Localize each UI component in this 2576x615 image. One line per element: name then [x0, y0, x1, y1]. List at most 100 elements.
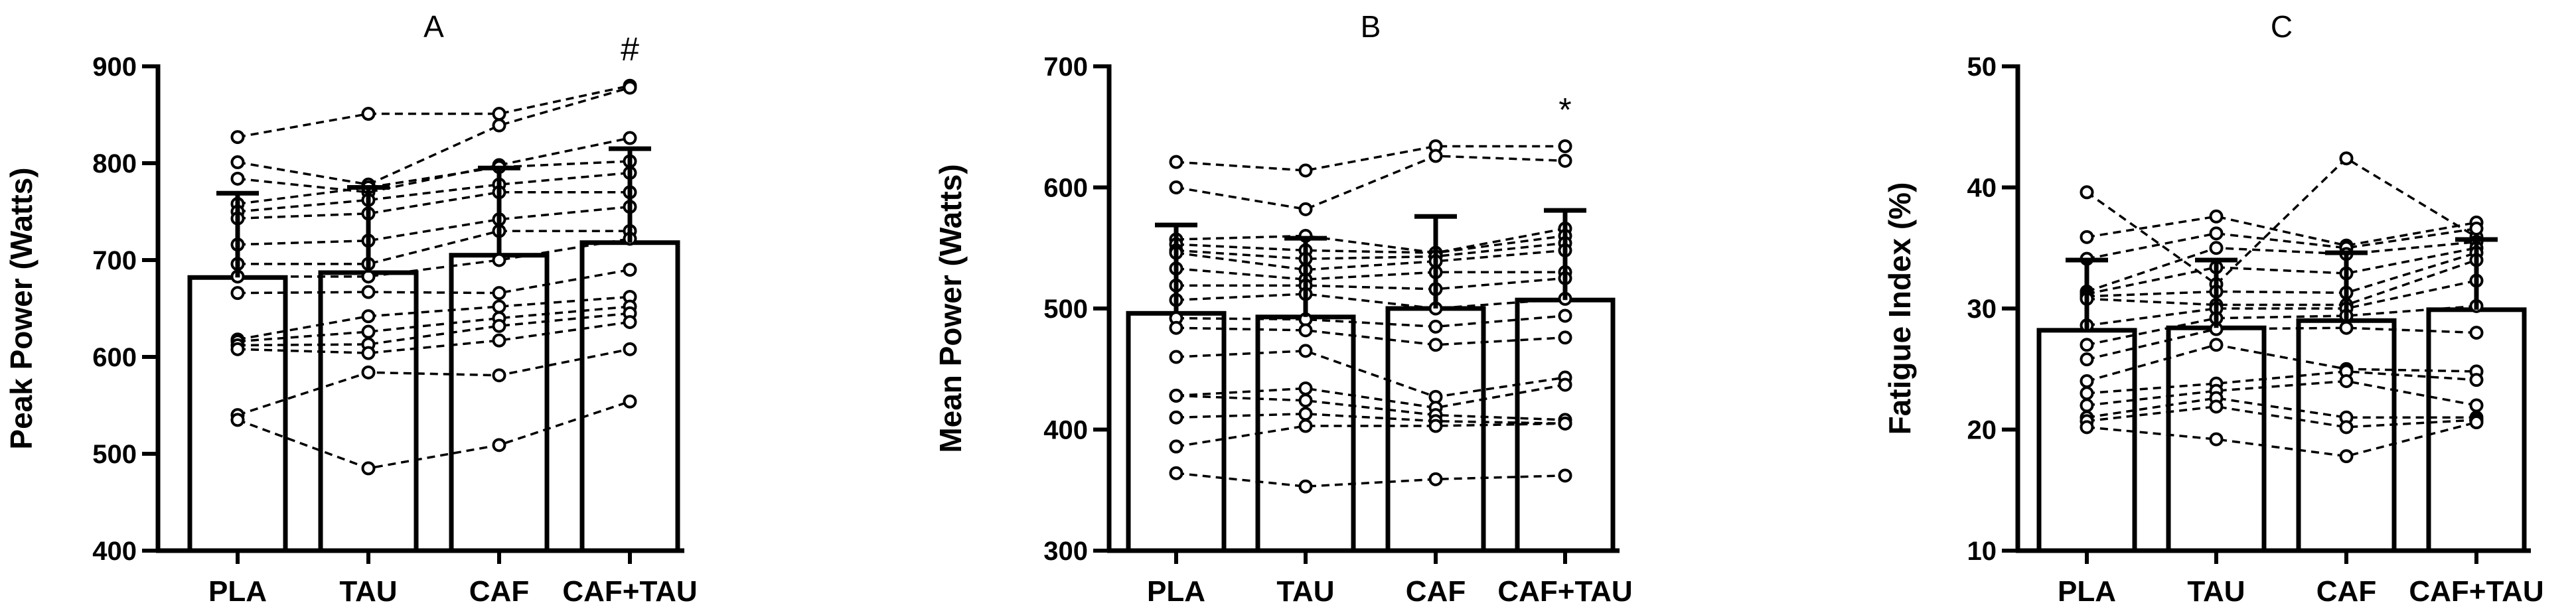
- participant-point: [2339, 420, 2354, 435]
- participant-point: [2080, 386, 2094, 401]
- participant-line: [1175, 249, 1566, 271]
- significance-marker: #: [621, 31, 639, 68]
- error-bar: [1155, 222, 1197, 314]
- participant-point: [1298, 393, 1313, 408]
- y-tick-label: 600: [92, 343, 137, 372]
- participant-point: [2469, 222, 2484, 236]
- x-tick-label: CAF: [1406, 575, 1466, 608]
- participant-point: [361, 346, 376, 360]
- participant-point: [492, 299, 506, 314]
- participant-line: [1175, 326, 1566, 346]
- participant-point: [2209, 338, 2224, 352]
- participant-point: [1428, 319, 1443, 334]
- participant-point: [2209, 226, 2224, 241]
- y-tick-label: 30: [1967, 295, 1997, 324]
- participant-line: [238, 238, 631, 278]
- participant-point: [1558, 377, 1572, 392]
- y-tick-label: 50: [1967, 52, 1997, 82]
- participant-point: [1558, 153, 1572, 168]
- participant-point: [2080, 420, 2094, 435]
- participant-line: [1175, 472, 1566, 488]
- participant-point: [492, 438, 506, 452]
- participant-point: [361, 324, 376, 339]
- participant-point: [1428, 472, 1443, 486]
- participant-point: [230, 171, 245, 186]
- participant-point: [2080, 398, 2094, 413]
- panel-b: B Mean Power (Watts) 300 400 500 600 700 PLA TAU…: [933, 9, 1633, 608]
- participant-line: [1176, 277, 1566, 291]
- y-tick-label: 500: [92, 440, 137, 469]
- x-tick-label: CAF+TAU: [2409, 575, 2543, 608]
- y-tick-label: 700: [1043, 52, 1088, 82]
- participant-point: [1169, 388, 1183, 403]
- participant-line: [2086, 305, 2477, 346]
- participant-line: [2086, 343, 2477, 383]
- participant-point: [1558, 139, 1572, 153]
- error-bar: [1284, 236, 1327, 317]
- participant-point: [361, 107, 376, 121]
- x-tick-label: PLA: [1147, 575, 1205, 608]
- participant-line: [2085, 157, 2477, 286]
- participant-line: [237, 205, 631, 246]
- x-tick-label: PLA: [2058, 575, 2116, 608]
- participant-point: [2209, 399, 2224, 414]
- participant-point: [361, 461, 376, 476]
- participant-point: [1558, 330, 1572, 345]
- participant-line: [237, 137, 631, 194]
- y-axis-title: Fatigue Index (%): [1882, 182, 1917, 435]
- participant-line: [2086, 326, 2477, 361]
- error-bar: [1414, 214, 1457, 308]
- y-tick-label: 700: [92, 246, 137, 275]
- error-bar: [2195, 257, 2237, 328]
- x-tick-label: TAU: [1276, 575, 1334, 608]
- bar-pla: [1126, 310, 1227, 553]
- participant-line: [1175, 394, 1566, 421]
- participant-point: [1298, 344, 1313, 358]
- participant-point: [492, 333, 506, 348]
- y-tick-label: 900: [92, 52, 137, 82]
- x-tick-label: PLA: [208, 575, 267, 608]
- participant-point: [230, 130, 245, 145]
- participant-point: [361, 365, 376, 379]
- x-tick-label: CAF: [2316, 575, 2376, 608]
- participant-point: [1169, 410, 1183, 425]
- x-tick-label: CAF+TAU: [562, 575, 697, 608]
- participant-line: [1175, 413, 1566, 425]
- participant-line: [1175, 314, 1566, 328]
- participant-point: [2339, 374, 2354, 388]
- participant-point: [2209, 209, 2224, 224]
- participant-point: [1298, 381, 1313, 395]
- participant-point: [1558, 468, 1572, 483]
- participant-point: [1298, 407, 1313, 421]
- significance-marker: *: [1558, 91, 1571, 128]
- y-tick-label: 400: [1043, 416, 1088, 445]
- participant-point: [2469, 326, 2484, 340]
- participant-point: [623, 80, 637, 95]
- participant-line: [2086, 370, 2477, 395]
- error-bar: [216, 190, 259, 278]
- participant-line: [237, 84, 631, 139]
- participant-point: [1169, 466, 1183, 480]
- participant-point: [623, 131, 637, 145]
- participant-point: [492, 253, 506, 267]
- participant-point: [623, 263, 637, 277]
- participant-line: [2086, 279, 2477, 327]
- participant-point: [2080, 230, 2094, 244]
- participant-point: [2469, 373, 2484, 387]
- participant-point: [1428, 149, 1443, 163]
- participant-line: [237, 295, 631, 341]
- participant-line: [1175, 267, 1565, 281]
- participant-point: [2339, 449, 2354, 464]
- participant-line: [2086, 421, 2477, 458]
- participant-line: [1175, 241, 1566, 260]
- error-bar: [478, 165, 520, 255]
- participant-point: [1428, 419, 1443, 433]
- y-axis-title: Peak Power (Watts): [4, 167, 38, 449]
- participant-point: [1558, 416, 1572, 431]
- y-tick-label: 40: [1967, 174, 1997, 203]
- participant-line: [1175, 422, 1566, 448]
- participant-line: [2086, 379, 2477, 407]
- error-bar: [609, 146, 651, 243]
- bar-caf: [2296, 318, 2397, 553]
